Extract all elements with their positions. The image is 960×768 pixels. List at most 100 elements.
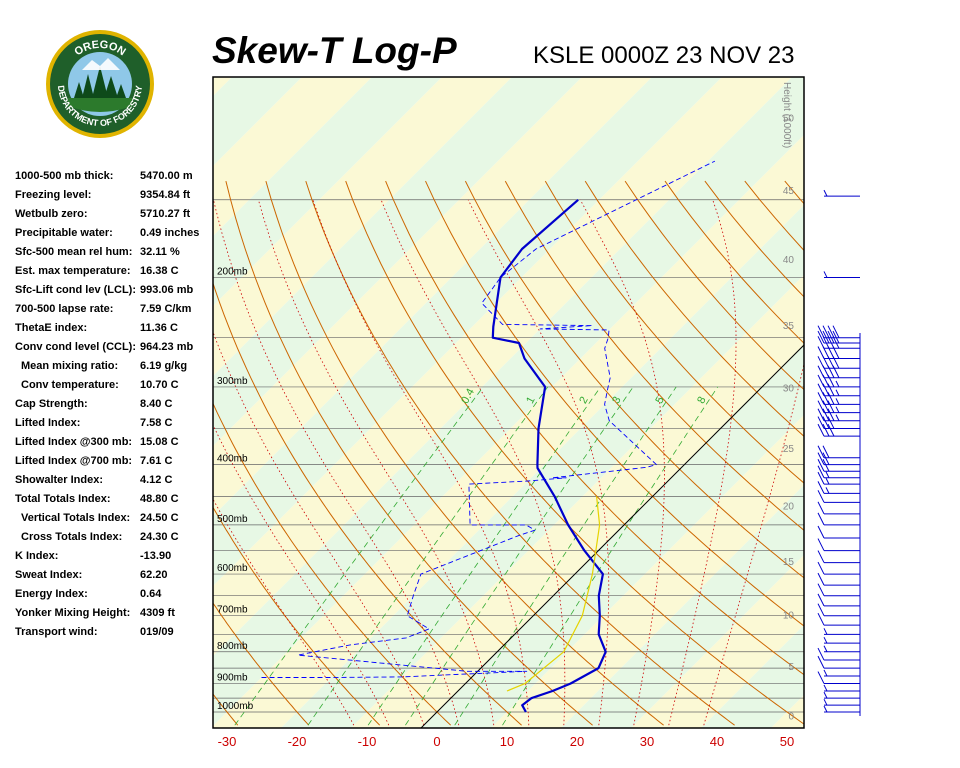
wind-barb-flag: [817, 603, 825, 616]
wind-barb: [817, 465, 860, 479]
isotherm-band: [213, 77, 804, 726]
wind-barb: [817, 336, 860, 349]
wind-barb-flag: [822, 392, 830, 405]
wind-barb-flag: [832, 330, 840, 344]
index-label: Est. max temperature:: [15, 265, 131, 277]
index-label: Lifted Index @300 mb:: [15, 436, 133, 448]
index-row: Transport wind: 019/09: [15, 624, 205, 643]
dry-adiabat: [225, 180, 593, 726]
index-row: Energy Index: 0.64: [15, 586, 205, 605]
wind-barb-flag: [817, 423, 825, 437]
index-row: Sweat Index: 62.20: [15, 567, 205, 586]
wind-barb-half: [825, 487, 830, 494]
index-value: 7.61 C: [140, 455, 173, 467]
isotherm-band: [351, 275, 804, 728]
mixing-ratio-label: 8: [695, 395, 708, 406]
wind-barb: [823, 271, 860, 278]
wind-barb-flag: [817, 330, 825, 344]
wind-barb-flag: [817, 647, 825, 661]
wind-barb-flag: [822, 423, 830, 437]
height-tick-label: 25: [783, 444, 795, 455]
index-value: 11.36 C: [140, 322, 178, 334]
index-label: Energy Index:: [15, 588, 88, 600]
index-row: Total Totals Index: 48.80 C: [15, 491, 205, 510]
height-tick-label: 20: [783, 502, 795, 513]
wind-barb-half: [825, 477, 830, 485]
wind-barb: [817, 647, 860, 661]
index-label: Conv temperature:: [21, 379, 119, 391]
height-tick-label: 45: [783, 186, 795, 197]
index-value: 964.23 mb: [140, 341, 194, 353]
wind-barb: [823, 628, 860, 635]
mixing-ratio-line: [454, 386, 677, 726]
index-value: 8.40 C: [140, 398, 173, 410]
index-label: Lifted Index:: [15, 417, 81, 429]
dry-adiabat: [624, 180, 804, 391]
index-value: 4.12 C: [140, 474, 173, 486]
wind-barb-half: [823, 628, 828, 635]
wind-barb: [817, 481, 860, 494]
pressure-label: 500mb: [217, 514, 248, 525]
index-value: 10.70 C: [140, 379, 179, 391]
plot-frame: [212, 76, 805, 729]
mixing-ratio-label: 5: [653, 395, 666, 406]
wind-barb: [817, 538, 860, 552]
wind-barb-half: [823, 691, 828, 699]
index-row: Lifted Index @300 mb: 15.08 C: [15, 434, 205, 453]
index-label: Vertical Totals Index:: [21, 512, 131, 524]
pressure-label: 300mb: [217, 376, 248, 387]
isotherm-band: [0, 77, 162, 728]
wind-barb-flag: [817, 392, 825, 405]
wind-barb: [817, 392, 860, 405]
dry-adiabat: [265, 180, 664, 726]
wind-barb-flag: [827, 383, 835, 397]
wind-barb-flag: [822, 325, 830, 338]
index-label: Showalter Index:: [15, 474, 104, 486]
index-value: -13.90: [140, 550, 172, 562]
index-value: 0.49 inches: [140, 227, 200, 239]
dry-adiabat: [425, 180, 804, 627]
wind-barb: [823, 645, 860, 653]
pressure-label: 900mb: [217, 673, 248, 684]
index-row: Conv temperature: 10.70 C: [15, 377, 205, 396]
index-label: Cap Strength:: [15, 398, 88, 410]
x-tick-label: -10: [358, 734, 377, 749]
wind-barb: [823, 669, 860, 677]
wind-barb-flag: [817, 481, 825, 494]
wind-barb: [817, 400, 860, 414]
wind-barb-half: [835, 406, 840, 413]
moist-adiabat: [579, 199, 665, 726]
dry-adiabat: [213, 693, 239, 726]
index-value: 48.80 C: [140, 493, 179, 505]
index-value: 7.58 C: [140, 417, 173, 429]
wind-barb-flag: [817, 490, 825, 503]
wind-barb-flag: [817, 445, 825, 458]
wind-barb-flag: [827, 325, 835, 338]
wind-barb-flag: [822, 383, 830, 397]
mixing-ratio-label: 2: [577, 395, 590, 406]
index-value: 5470.00 m: [140, 170, 193, 182]
wind-barb-flag: [827, 400, 835, 413]
wind-barb: [817, 445, 860, 459]
wind-barb-flag: [817, 561, 825, 575]
wind-barb-flag: [827, 330, 835, 344]
index-row: K Index: -13.90: [15, 548, 205, 567]
index-value: 5710.27 ft: [140, 208, 191, 220]
wind-barb-flag: [817, 325, 825, 338]
index-row: ThetaE index: 11.36 C: [15, 320, 205, 339]
wind-barb: [817, 408, 860, 422]
wind-barb-flag: [822, 459, 830, 472]
index-label: 700-500 lapse rate:: [15, 303, 114, 315]
wind-barb-flag: [832, 325, 840, 338]
mixing-ratio-line: [502, 386, 719, 726]
stability-indices-table: 1000-500 mb thick: 5470.00 m Freezing leve…: [15, 168, 205, 643]
dry-adiabat: [584, 180, 804, 437]
wind-barb-flag: [827, 423, 835, 437]
wind-barb-half: [823, 698, 828, 706]
wind-barb-flag: [817, 583, 825, 596]
wind-barb-half: [823, 189, 828, 197]
height-tick-label: 35: [783, 321, 795, 332]
moist-adiabat: [703, 362, 804, 726]
wind-barb: [823, 698, 860, 706]
